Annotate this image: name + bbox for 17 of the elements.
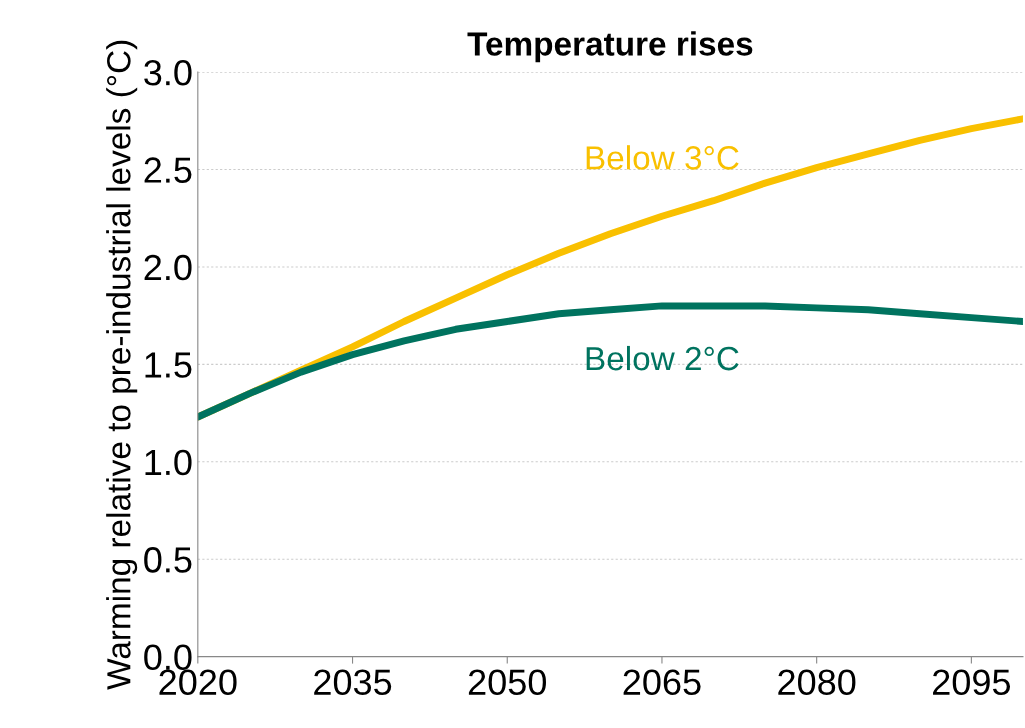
y-tick-label: 0.5 bbox=[144, 547, 192, 573]
y-axis-title: Warming relative to pre-industrial levels (°C) bbox=[106, 40, 138, 690]
series-label: Below 2°C bbox=[586, 345, 739, 371]
series-label: Below 3°C bbox=[586, 145, 739, 170]
y-tick-label: 0.0 bbox=[144, 644, 192, 671]
x-tick-label: 2095 bbox=[933, 669, 1011, 695]
x-tick-label: 2065 bbox=[623, 669, 701, 695]
x-tick-label: 2050 bbox=[468, 669, 546, 695]
y-tick-label: 2.5 bbox=[144, 157, 192, 183]
y-tick-label: 1.0 bbox=[145, 449, 192, 476]
y-tick-label: 3.0 bbox=[144, 59, 192, 86]
x-tick-label: 2035 bbox=[314, 669, 392, 695]
y-tick-label: 1.5 bbox=[145, 352, 192, 378]
x-tick-label: 2080 bbox=[778, 669, 856, 695]
y-tick-label: 2.0 bbox=[144, 254, 192, 281]
x-tick-label: 2020 bbox=[159, 669, 237, 695]
chart-title: Temperature rises bbox=[467, 31, 753, 63]
